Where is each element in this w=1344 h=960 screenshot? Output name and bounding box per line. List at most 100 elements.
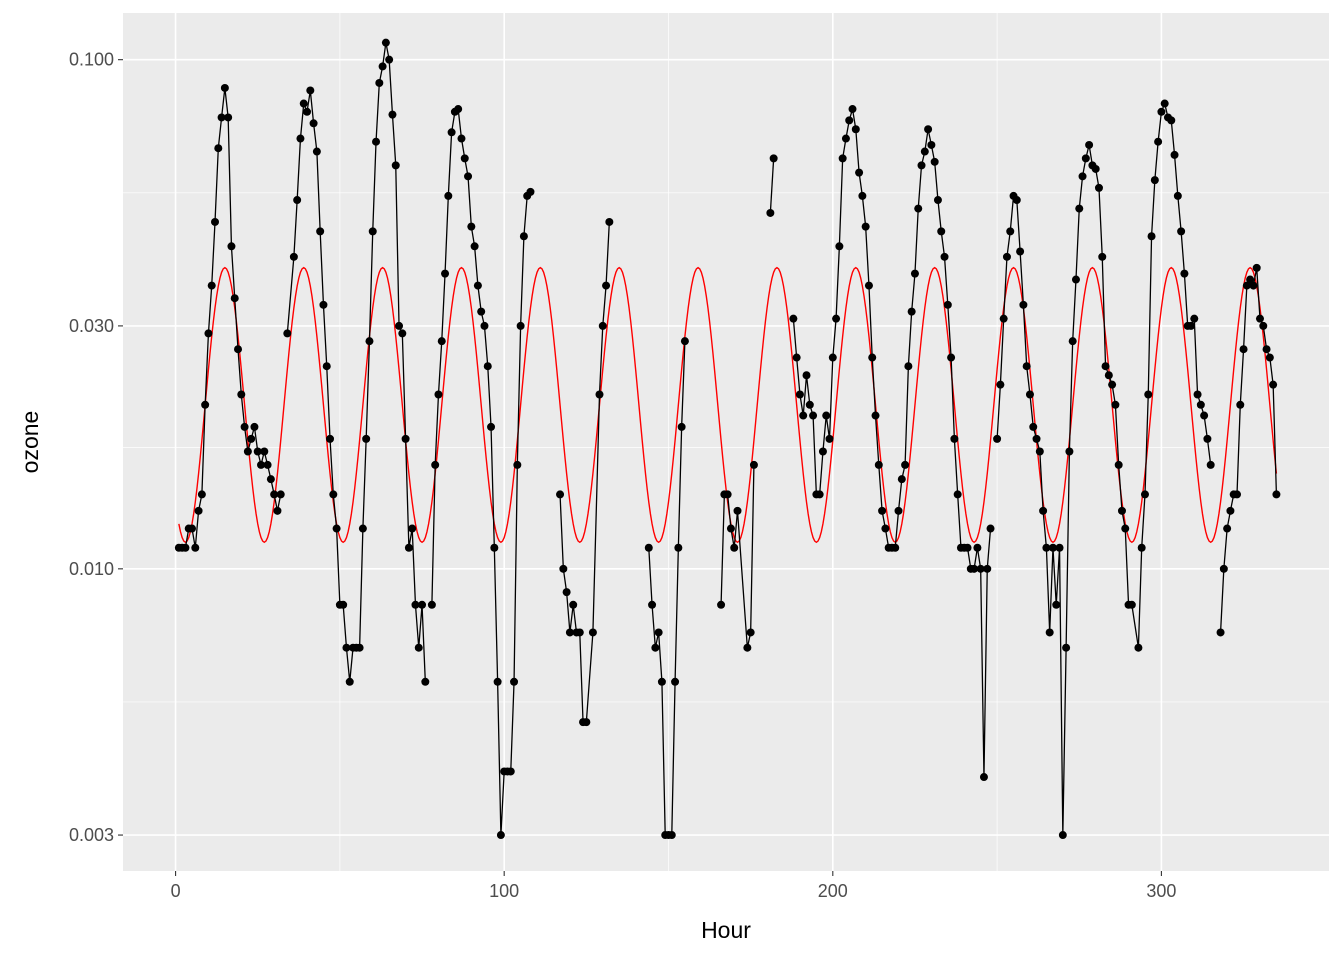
data-point — [855, 168, 864, 177]
data-point — [937, 227, 946, 236]
data-point — [506, 767, 515, 776]
data-point — [1032, 434, 1041, 443]
data-point — [211, 217, 220, 226]
data-point — [953, 490, 962, 499]
data-point — [901, 460, 910, 469]
data-point — [345, 677, 354, 686]
data-point — [825, 434, 834, 443]
x-axis-title: Hour — [701, 917, 751, 943]
data-point — [730, 543, 739, 552]
data-point — [188, 524, 197, 533]
data-point — [273, 506, 282, 515]
data-point — [355, 643, 364, 652]
data-point — [526, 187, 535, 196]
data-point — [207, 281, 216, 290]
data-point — [999, 314, 1008, 323]
data-point — [437, 337, 446, 346]
data-point — [878, 506, 887, 515]
data-point — [247, 434, 256, 443]
y-axis-title: ozone — [17, 411, 43, 474]
data-point — [1186, 321, 1195, 330]
data-point — [910, 269, 919, 278]
data-point — [418, 600, 427, 609]
data-point — [1121, 524, 1130, 533]
data-point — [1265, 353, 1274, 362]
data-point — [227, 242, 236, 251]
data-point — [874, 460, 883, 469]
data-point — [1006, 227, 1015, 236]
data-point — [970, 564, 979, 573]
data-point — [1223, 524, 1232, 533]
observed-line-segment — [769, 158, 775, 213]
data-point — [1091, 164, 1100, 173]
data-point — [726, 524, 735, 533]
x-axis: 0 100 200 300 — [171, 871, 1176, 901]
data-point — [381, 38, 390, 47]
data-point — [404, 543, 413, 552]
data-point — [983, 564, 992, 573]
data-point — [250, 422, 259, 431]
data-point — [749, 460, 758, 469]
data-point — [1144, 390, 1153, 399]
x-tick-label: 100 — [489, 881, 519, 901]
data-point — [1012, 196, 1021, 205]
data-point — [316, 227, 325, 236]
data-point — [792, 353, 801, 362]
data-point — [897, 475, 906, 484]
data-point — [1173, 191, 1182, 200]
data-point — [605, 217, 614, 226]
data-point — [388, 110, 397, 119]
data-point — [431, 460, 440, 469]
data-point — [815, 490, 824, 499]
data-point — [1200, 411, 1209, 420]
data-point — [240, 422, 249, 431]
data-point — [411, 600, 420, 609]
data-point — [809, 411, 818, 420]
data-point — [943, 300, 952, 309]
y-tick-label: 0.003 — [69, 825, 114, 845]
data-point — [871, 411, 880, 420]
data-point — [253, 447, 262, 456]
data-point — [733, 506, 742, 515]
data-point — [401, 434, 410, 443]
data-point — [1065, 447, 1074, 456]
data-point — [986, 524, 995, 533]
data-point — [1137, 543, 1146, 552]
data-point — [1160, 99, 1169, 108]
data-point — [490, 543, 499, 552]
data-point — [260, 447, 269, 456]
data-point — [513, 460, 522, 469]
data-point — [1239, 345, 1248, 354]
data-point — [993, 434, 1002, 443]
data-point — [979, 773, 988, 782]
fitted-curve — [178, 266, 1278, 544]
data-point — [519, 232, 528, 241]
data-point — [822, 411, 831, 420]
data-point — [204, 329, 213, 338]
data-point — [1170, 150, 1179, 159]
data-point — [1193, 390, 1202, 399]
data-point — [237, 390, 246, 399]
data-point — [1269, 380, 1278, 389]
x-tick-label: 300 — [1146, 881, 1176, 901]
data-point — [835, 242, 844, 251]
data-point — [588, 628, 597, 637]
data-point — [841, 134, 850, 143]
data-point — [398, 329, 407, 338]
data-point — [1052, 600, 1061, 609]
data-point — [362, 434, 371, 443]
data-point — [368, 227, 377, 236]
data-point — [582, 718, 591, 727]
data-point — [1039, 506, 1048, 515]
y-tick-label: 0.030 — [69, 316, 114, 336]
data-point — [303, 107, 312, 116]
data-point — [818, 447, 827, 456]
data-point — [1062, 643, 1071, 652]
data-point — [828, 353, 837, 362]
data-point — [927, 140, 936, 149]
data-point — [1048, 543, 1057, 552]
data-point — [881, 524, 890, 533]
data-point — [299, 99, 308, 108]
data-point — [1262, 345, 1271, 354]
data-point — [930, 157, 939, 166]
